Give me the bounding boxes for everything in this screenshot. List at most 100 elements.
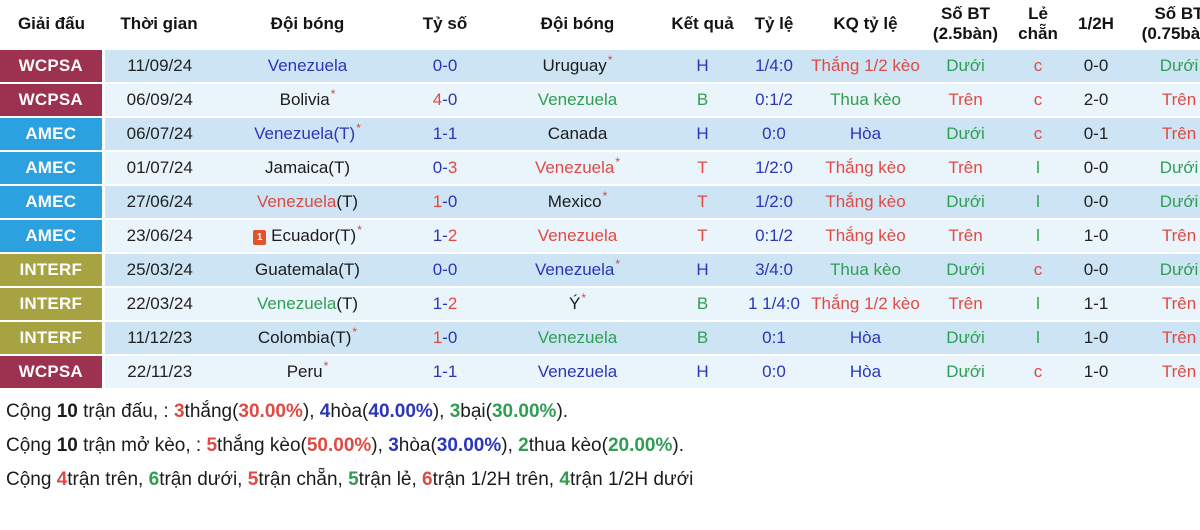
summary-segment: bại( <box>460 401 492 423</box>
col-header-odds: Tỷ lệ <box>740 0 808 51</box>
match-row: INTERF 22/03/24 Venezuela(T) 1-2 Ý* B 1 … <box>0 287 1200 323</box>
result-cell: B <box>665 321 740 357</box>
summary-segment: 3 <box>388 435 399 457</box>
result-cell: H <box>665 49 740 85</box>
halftime-cell: 1-0 <box>1068 321 1124 357</box>
result-cell: B <box>665 287 740 323</box>
halftime-cell: 0-0 <box>1068 151 1124 187</box>
team-name: Ecuador <box>271 226 335 246</box>
summary-segment: ). <box>672 435 685 457</box>
summary-line-handicap: Cộng 10 trận mở kèo, : 5thắng kèo(50.00%… <box>6 429 1194 463</box>
score-dash: - <box>442 362 448 382</box>
team-suffix: (T) <box>334 226 357 246</box>
summary-segment: ), <box>432 401 450 423</box>
team-name: Venezuela <box>537 328 618 348</box>
away-team-cell: Venezuela <box>490 219 665 255</box>
odds-cell: 1 1/4:0 <box>740 287 808 323</box>
team-name: Venezuela <box>256 192 337 212</box>
odd-even-cell: c <box>1008 117 1068 153</box>
goals-25-cell: Trên <box>923 287 1008 323</box>
away-team-cell: Venezuela <box>490 83 665 119</box>
summary-segment: trận đấu, : <box>77 401 174 423</box>
home-team-cell: Venezuela(T) <box>215 185 400 221</box>
odds-result-cell: Thắng kèo <box>808 219 923 255</box>
col-header-score: Tỷ số <box>400 0 490 51</box>
odd-even-cell: c <box>1008 253 1068 289</box>
home-team-cell: Jamaica(T) <box>215 151 400 187</box>
team-suffix: (T) <box>333 124 356 144</box>
odds-cell: 0:0 <box>740 117 808 153</box>
away-team-cell: Canada <box>490 117 665 153</box>
star-icon: * <box>615 257 621 272</box>
team-name: Ý <box>568 294 581 314</box>
odd-even-cell: c <box>1008 355 1068 391</box>
summary-segment: trận mở kèo, : <box>77 435 207 457</box>
col-header-odd-even: Lẻ chẵn <box>1008 0 1068 51</box>
score-cell: 1-1 <box>400 355 490 391</box>
date-cell: 23/06/24 <box>103 219 215 255</box>
away-goals: 3 <box>447 158 458 178</box>
home-goals: 4 <box>432 90 443 110</box>
date-cell: 22/03/24 <box>103 287 215 323</box>
score-dash: - <box>442 90 448 110</box>
summary-line-totals: Cộng 4trận trên, 6trận dưới, 5trận chẵn,… <box>6 463 1194 497</box>
away-goals: 0 <box>447 90 458 110</box>
team-suffix: (T) <box>336 192 359 212</box>
summary-segment: 5 <box>206 435 218 457</box>
home-team-cell: Guatemala(T) <box>215 253 400 289</box>
odds-result-cell: Hòa <box>808 117 923 153</box>
away-goals: 0 <box>447 328 458 348</box>
odd-even-cell: l <box>1008 287 1068 323</box>
odd-even-cell: l <box>1008 185 1068 221</box>
league-cell: AMEC <box>0 219 105 255</box>
away-team-cell: Venezuela <box>490 321 665 357</box>
home-team-cell: 1 Ecuador(T)* <box>215 219 400 255</box>
star-icon: * <box>357 223 362 238</box>
match-row: WCPSA 11/09/24 Venezuela 0-0 Uruguay* H … <box>0 49 1200 85</box>
summary-segment: 50.00% <box>306 435 372 457</box>
summary-segment: Cộng <box>6 469 57 491</box>
summary-segment: ), <box>302 401 320 423</box>
away-team-cell: Venezuela <box>490 355 665 391</box>
col-header-goals-075: Số BT (0.75bàn) <box>1124 0 1200 51</box>
team-name: Canada <box>547 124 608 144</box>
summary-segment: 4 <box>319 401 331 423</box>
away-goals: 1 <box>447 362 458 382</box>
odds-result-cell: Hòa <box>808 321 923 357</box>
score-cell: 4-0 <box>400 83 490 119</box>
col-header-away-team: Đội bóng <box>490 0 665 51</box>
date-cell: 06/09/24 <box>103 83 215 119</box>
goals-075-cell: Trên <box>1124 355 1200 391</box>
star-icon: * <box>352 325 358 340</box>
date-cell: 25/03/24 <box>103 253 215 289</box>
halftime-cell: 2-0 <box>1068 83 1124 119</box>
team-name: Venezuela <box>537 226 618 246</box>
col-header-time: Thời gian <box>103 0 215 51</box>
summary-segment: 4 <box>56 469 68 491</box>
goals-075-cell: Trên <box>1124 321 1200 357</box>
result-cell: T <box>665 185 740 221</box>
goals-25-cell: Dưới <box>923 253 1008 289</box>
date-cell: 01/07/24 <box>103 151 215 187</box>
score-dash: - <box>442 294 448 314</box>
summary-section: Cộng 10 trận đấu, : 3thắng(30.00%), 4hòa… <box>0 390 1200 497</box>
home-goals: 1 <box>432 226 443 246</box>
team-name: Venezuela <box>537 90 618 110</box>
team-name: Venezuela <box>534 158 615 178</box>
home-team-cell: Colombia(T)* <box>215 321 400 357</box>
league-cell: AMEC <box>0 117 105 153</box>
summary-segment: 2 <box>518 435 529 457</box>
score-dash: - <box>442 192 448 212</box>
home-goals: 0 <box>432 158 443 178</box>
halftime-cell: 1-0 <box>1068 219 1124 255</box>
goals-25-cell: Trên <box>923 151 1008 187</box>
away-team-cell: Venezuela* <box>490 151 665 187</box>
team-name: Venezuela <box>537 362 618 382</box>
halftime-cell: 1-0 <box>1068 355 1124 391</box>
score-cell: 0-0 <box>400 49 490 85</box>
summary-segment: 5 <box>348 469 359 491</box>
team-name: Venezuela <box>254 124 334 144</box>
summary-segment: trận chẵn, <box>258 469 349 491</box>
team-name: Peru <box>286 362 323 382</box>
